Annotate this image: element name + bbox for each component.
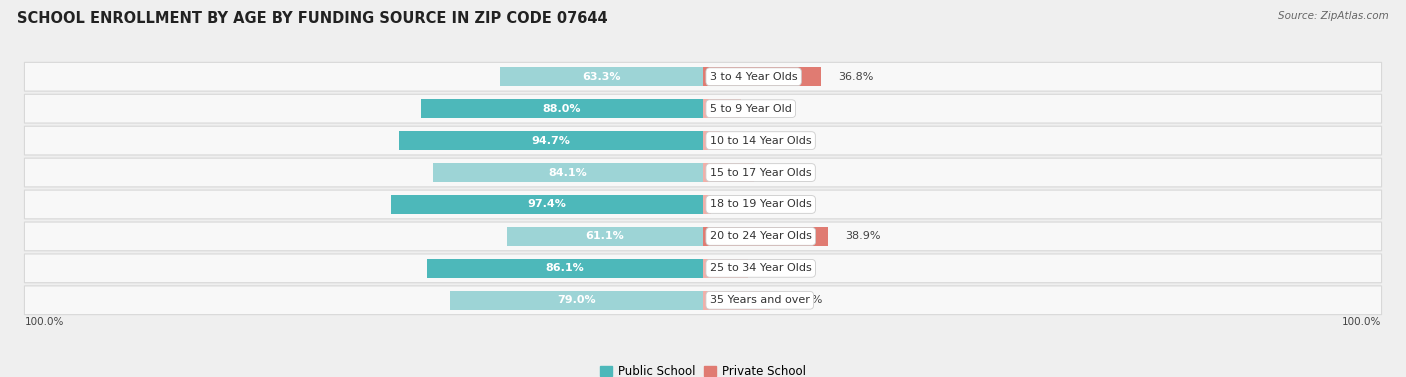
Text: 100.0%: 100.0% <box>24 317 63 327</box>
Bar <box>703 291 770 310</box>
Bar <box>703 259 748 277</box>
Legend: Public School, Private School: Public School, Private School <box>600 365 806 377</box>
Text: 12.0%: 12.0% <box>758 104 794 113</box>
Text: 13.9%: 13.9% <box>765 264 800 273</box>
Bar <box>703 227 828 246</box>
Bar <box>508 227 703 246</box>
Text: 15.9%: 15.9% <box>770 167 807 178</box>
Text: 5 to 9 Year Old: 5 to 9 Year Old <box>710 104 792 113</box>
Bar <box>391 195 703 214</box>
Text: 61.1%: 61.1% <box>586 231 624 241</box>
FancyBboxPatch shape <box>24 62 1382 91</box>
Text: 94.7%: 94.7% <box>531 136 571 146</box>
Text: 84.1%: 84.1% <box>548 167 588 178</box>
Text: 21.0%: 21.0% <box>787 295 823 305</box>
Text: Source: ZipAtlas.com: Source: ZipAtlas.com <box>1278 11 1389 21</box>
Text: 36.8%: 36.8% <box>838 72 873 82</box>
FancyBboxPatch shape <box>24 190 1382 219</box>
Text: 86.1%: 86.1% <box>546 264 585 273</box>
Bar <box>450 291 703 310</box>
Bar <box>703 67 821 86</box>
FancyBboxPatch shape <box>24 94 1382 123</box>
Bar <box>420 100 703 118</box>
FancyBboxPatch shape <box>24 222 1382 251</box>
Bar <box>703 131 720 150</box>
FancyBboxPatch shape <box>24 158 1382 187</box>
Text: 18 to 19 Year Olds: 18 to 19 Year Olds <box>710 199 811 210</box>
Text: SCHOOL ENROLLMENT BY AGE BY FUNDING SOURCE IN ZIP CODE 07644: SCHOOL ENROLLMENT BY AGE BY FUNDING SOUR… <box>17 11 607 26</box>
Text: 3 to 4 Year Olds: 3 to 4 Year Olds <box>710 72 797 82</box>
Text: 20 to 24 Year Olds: 20 to 24 Year Olds <box>710 231 811 241</box>
Text: 15 to 17 Year Olds: 15 to 17 Year Olds <box>710 167 811 178</box>
Bar <box>703 163 754 182</box>
Text: 35 Years and over: 35 Years and over <box>710 295 810 305</box>
Bar <box>703 195 711 214</box>
Text: 97.4%: 97.4% <box>527 199 567 210</box>
Text: 38.9%: 38.9% <box>845 231 880 241</box>
Text: 79.0%: 79.0% <box>557 295 596 305</box>
Text: 2.6%: 2.6% <box>728 199 756 210</box>
Text: 63.3%: 63.3% <box>582 72 621 82</box>
Text: 5.3%: 5.3% <box>737 136 765 146</box>
Text: 88.0%: 88.0% <box>543 104 581 113</box>
FancyBboxPatch shape <box>24 254 1382 283</box>
Bar <box>399 131 703 150</box>
Bar <box>427 259 703 277</box>
Bar <box>703 100 741 118</box>
Bar <box>433 163 703 182</box>
Text: 25 to 34 Year Olds: 25 to 34 Year Olds <box>710 264 811 273</box>
FancyBboxPatch shape <box>24 286 1382 315</box>
FancyBboxPatch shape <box>24 126 1382 155</box>
Text: 100.0%: 100.0% <box>1343 317 1382 327</box>
Text: 10 to 14 Year Olds: 10 to 14 Year Olds <box>710 136 811 146</box>
Bar <box>501 67 703 86</box>
